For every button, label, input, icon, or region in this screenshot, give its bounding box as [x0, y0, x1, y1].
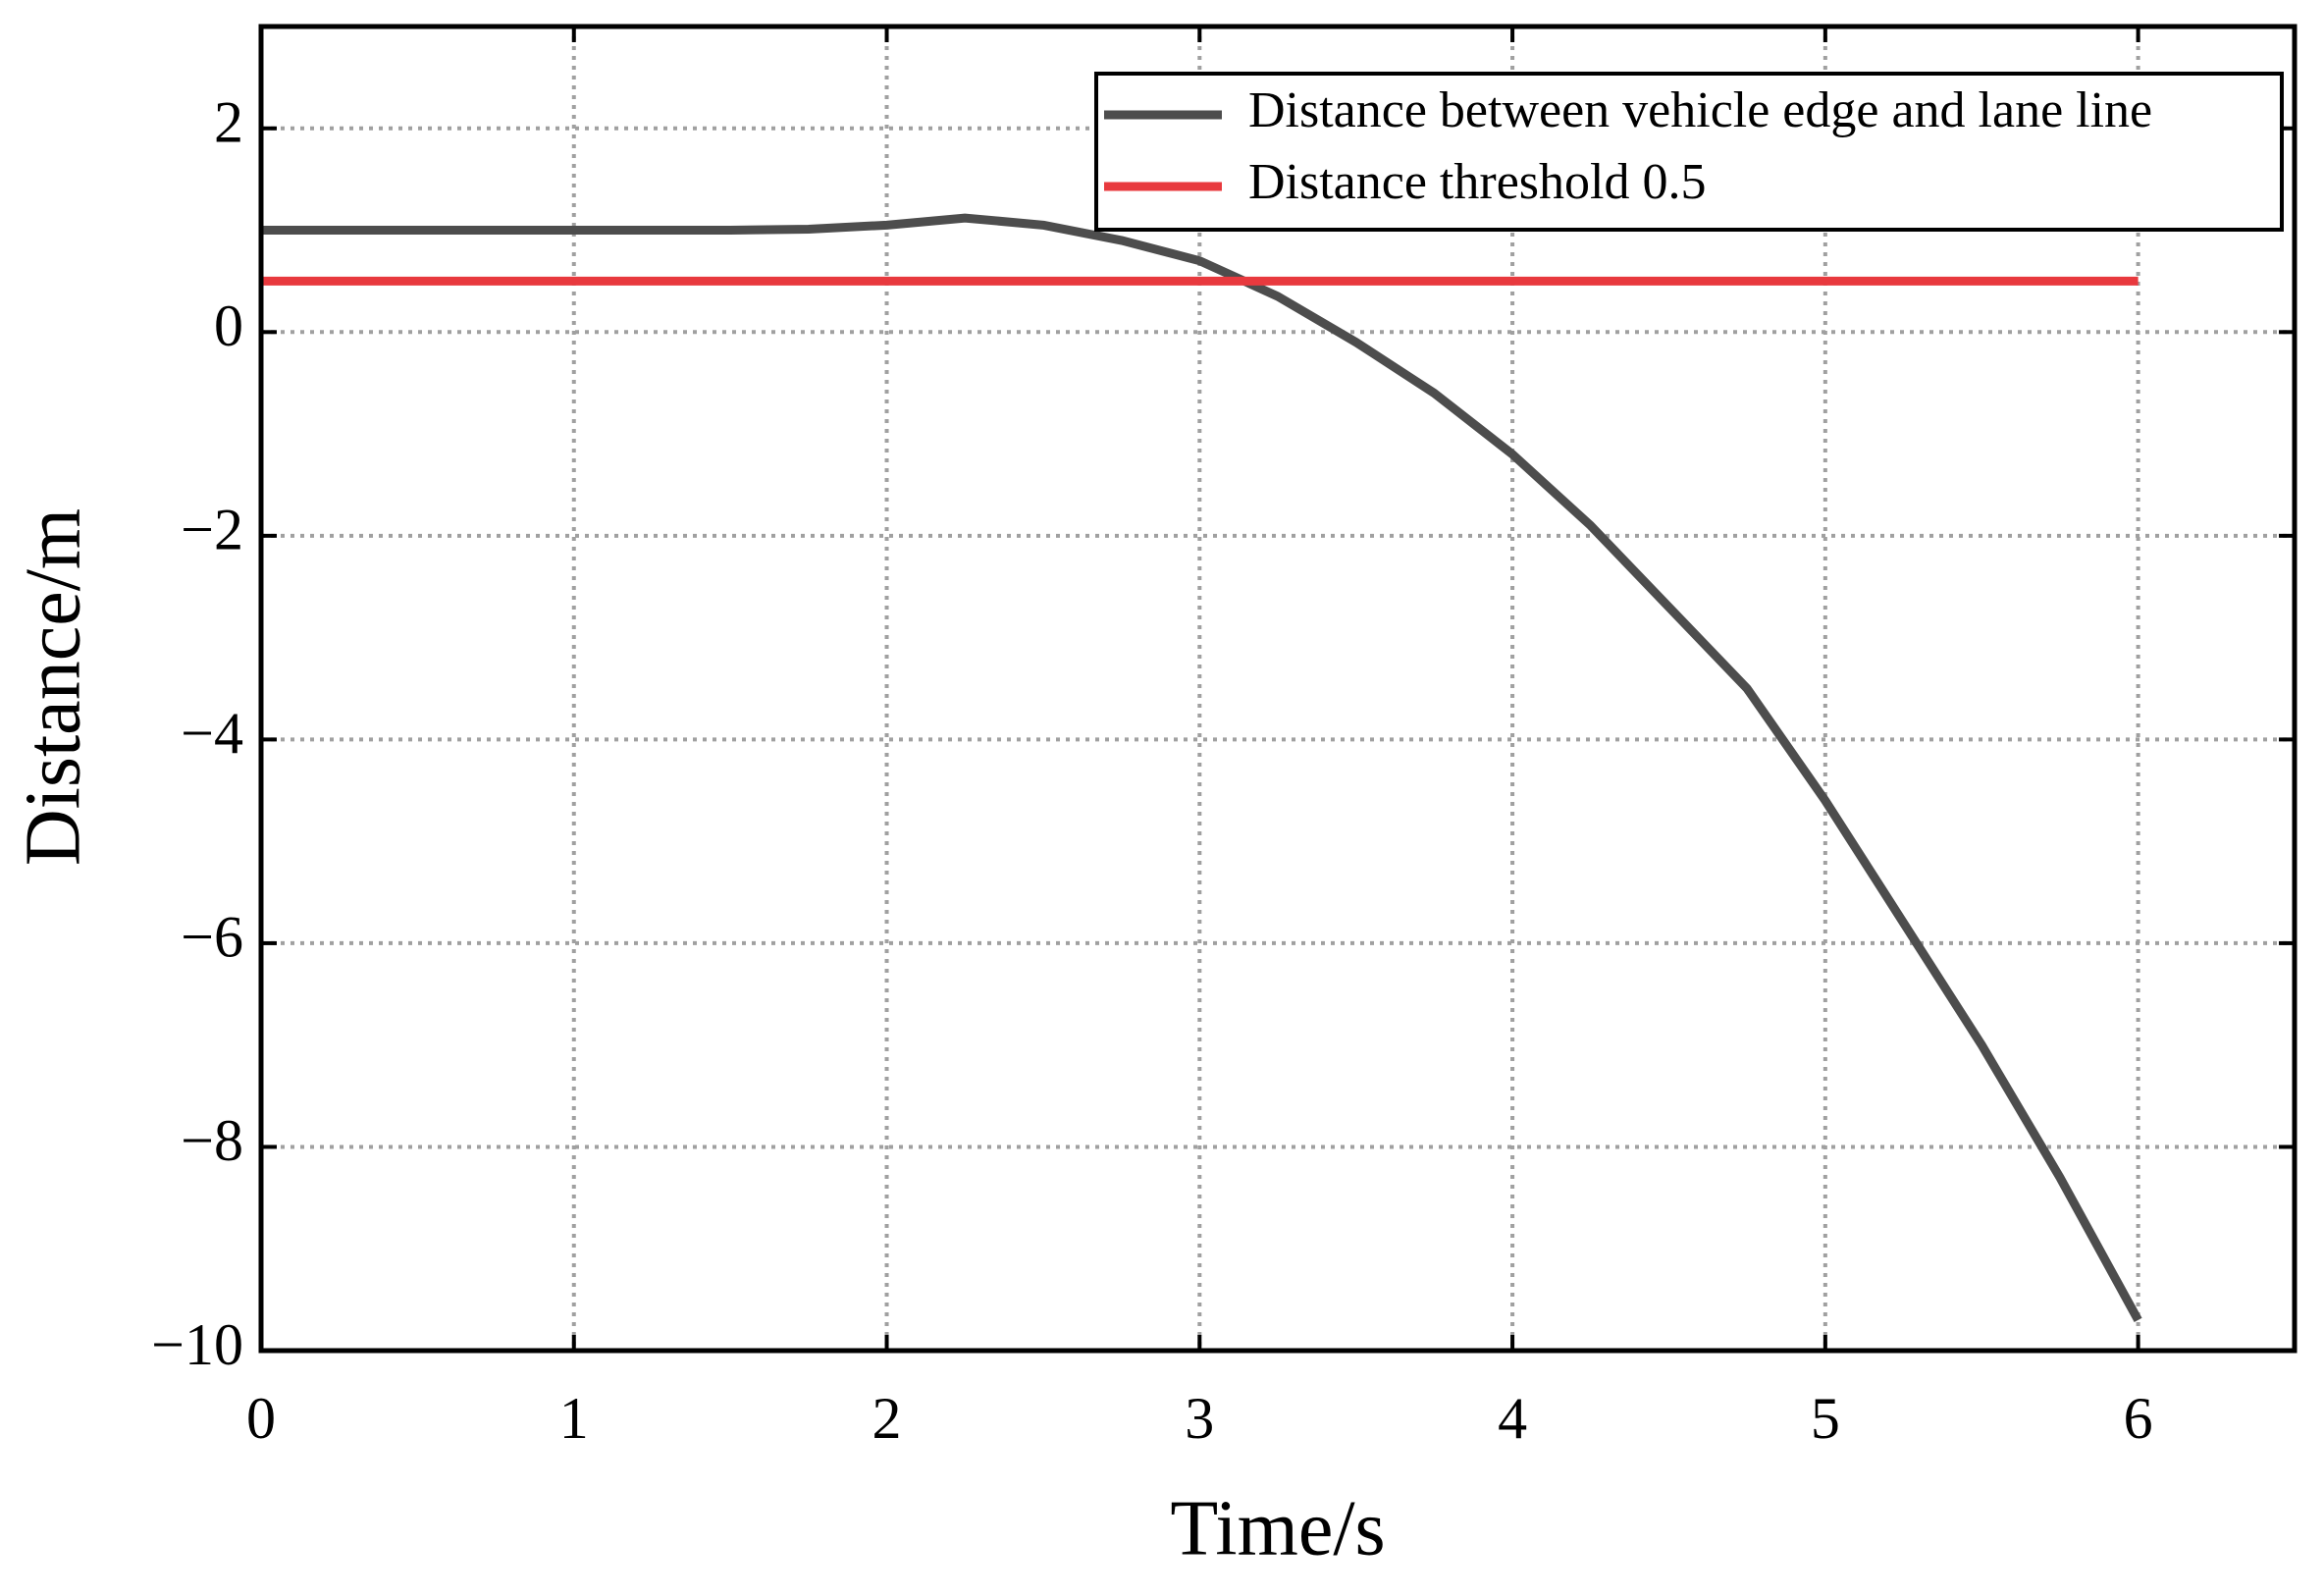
y-tick-label: −10: [151, 1312, 243, 1377]
plot-frame: [258, 24, 2298, 1354]
x-tick-label: 0: [246, 1386, 276, 1451]
series-line: [261, 213, 2142, 1323]
y-tick-label: 0: [214, 293, 243, 358]
legend-label: Distance between vehicle edge and lane l…: [1248, 82, 2152, 138]
x-axis-title: Time/s: [1170, 1485, 1385, 1571]
x-tick-label: 5: [1811, 1386, 1840, 1451]
y-tick-label: −2: [181, 498, 243, 562]
y-tick-label: −6: [181, 905, 243, 970]
x-tick-label: 1: [559, 1386, 589, 1451]
x-tick-label: 2: [872, 1386, 902, 1451]
x-tick-label: 6: [2124, 1386, 2153, 1451]
y-tick-label: 2: [214, 90, 243, 155]
y-axis-title: Distance/m: [10, 508, 96, 866]
legend-box: [1094, 72, 2284, 232]
y-tick-label: −8: [181, 1108, 243, 1173]
x-tick-label: 3: [1185, 1386, 1214, 1451]
x-tick-label: 4: [1498, 1386, 1527, 1451]
y-tick-label: −4: [181, 701, 243, 766]
legend-label: Distance threshold 0.5: [1248, 154, 1706, 210]
